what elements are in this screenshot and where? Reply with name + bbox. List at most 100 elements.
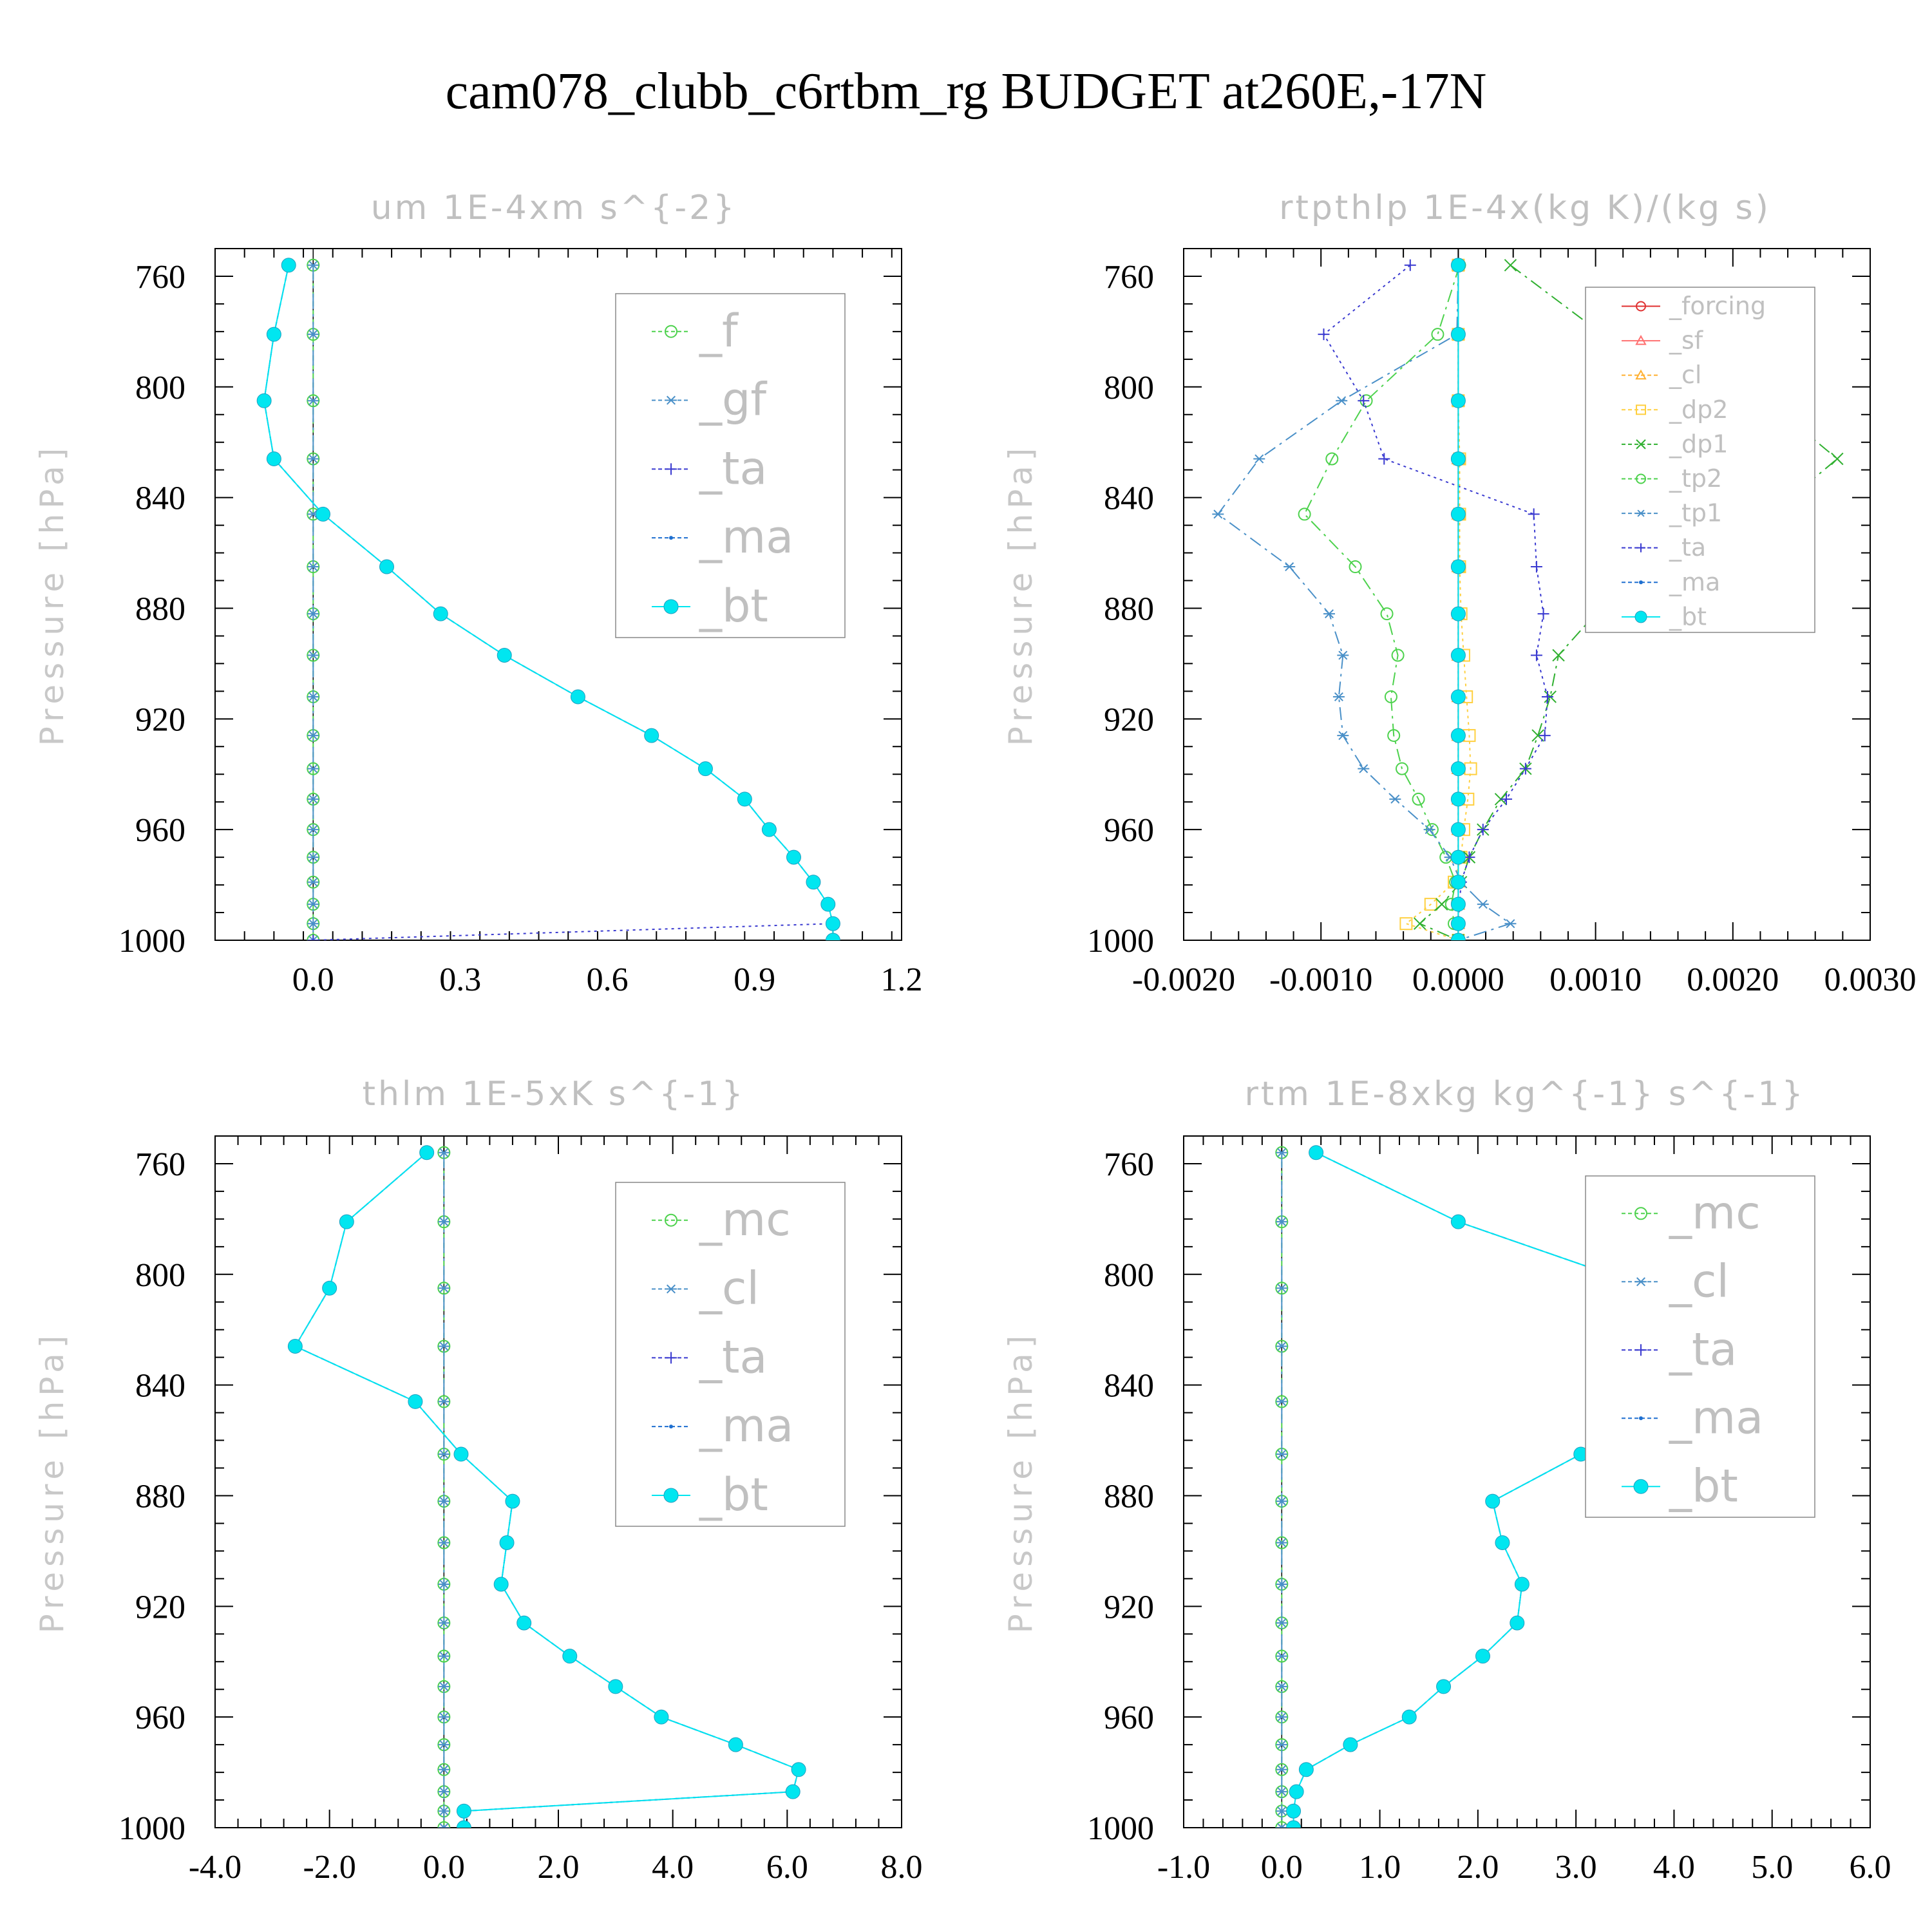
plot-frame [1183,1135,1871,1828]
data-point-bt [806,875,821,890]
data-point-bt [825,933,840,940]
x-tick-label: 0.0010 [1549,961,1642,998]
data-point-mc [437,1821,451,1828]
data-point-bt [785,1784,800,1799]
y-tick-label: 760 [135,1146,185,1183]
data-point-ta [1519,762,1531,775]
data-point-tp2 [1349,560,1362,574]
data-point-bt [1286,1820,1302,1828]
legend-label: _cl [699,1262,759,1315]
legend-label: _ma [699,511,793,564]
y-tick-label: 880 [135,591,185,627]
y-tick-label: 840 [1104,480,1154,517]
legend-label: _bt [699,580,768,632]
legend-label: _bt [1669,1459,1738,1512]
y-tick-label: 800 [1104,370,1154,406]
data-point-cl [438,1397,450,1406]
data-point-bt [1450,916,1466,931]
data-point-tp1 [1212,509,1224,519]
data-point-bt [1436,1679,1452,1694]
legend-label: _tp1 [1669,499,1722,527]
data-point-cl [438,1618,450,1628]
data-point-tp1 [1283,562,1296,572]
data-point-gf [307,330,319,339]
data-point-tp1 [1504,919,1517,929]
data-point-gf [307,900,319,909]
data-point-gf [307,919,319,929]
legend-marker [669,536,673,540]
x-tick-label: 0.0 [1261,1849,1303,1886]
data-point-cl [438,1823,450,1828]
legend-label: _bt [699,1468,768,1521]
legend-label: _cl [1669,1255,1729,1307]
data-point-cl [438,1148,450,1157]
series-group [287,1145,806,1828]
y-tick-label: 760 [135,259,185,296]
x-tick-label: 4.0 [652,1849,694,1886]
data-point-ta [1541,690,1553,703]
data-point-bt [1289,1784,1304,1799]
data-point-tp2 [1384,690,1397,703]
data-point-cl [1276,1806,1288,1816]
series-line-ta [1323,265,1549,940]
y-tick-label: 920 [135,701,185,738]
data-point-bt [1309,1145,1324,1160]
data-point-bt [697,761,713,777]
legend-marker [1636,473,1646,484]
legend-marker [665,1352,677,1364]
legend-marker [669,1425,673,1429]
legend-marker [1635,335,1647,345]
y-tick-label: 920 [135,1589,185,1625]
data-point-ta [1539,730,1551,742]
data-point-cl [1276,1579,1288,1589]
data-point-bt [266,327,281,342]
legend-label: _ta [699,1331,767,1383]
panel-title: rtm 1E-8xkg kg^{-1} s^{-1} [1244,1075,1805,1113]
x-tick-label: 6.0 [766,1849,808,1886]
data-point-cl [438,1497,450,1506]
data-point-cl [1276,1217,1288,1227]
data-point-bt [1495,1535,1510,1551]
data-point-ta [1358,395,1370,407]
data-point-gf [307,731,319,741]
legend-marker [1635,1344,1647,1356]
data-point-gf [307,764,319,773]
legend: _mc _cl _ta _ma _bt [615,1182,846,1527]
legend-label: _bt [1669,602,1707,630]
legend-label: _ta [1669,533,1706,562]
data-point-bt [654,1709,669,1725]
data-point-bt [786,849,801,865]
data-point-bt [1450,559,1466,574]
data-point-bt [1450,822,1466,837]
y-tick-label: 960 [135,1700,185,1736]
data-point-cl [1276,1341,1288,1351]
data-point-bt [1286,1803,1302,1819]
data-point-dp1 [1552,649,1565,662]
data-point-cl [1276,1538,1288,1548]
y-tick-label: 1000 [1087,1810,1154,1847]
data-point-ta [1378,453,1390,465]
data-point-tp1 [1477,900,1489,909]
y-tick-label: 920 [1104,1589,1154,1625]
legend-label: _cl [1669,361,1701,389]
legend-box [1585,287,1815,633]
x-tick-label: 2.0 [538,1849,580,1886]
y-axis-label: Pressure [hPa] [33,1331,71,1634]
legend-label: _ma [1669,1391,1763,1444]
data-point-cl [1276,1283,1288,1293]
data-point-gf [307,396,319,406]
data-point-gf [307,260,319,270]
data-point-bt [1514,1577,1530,1592]
x-tick-label: 4.0 [1653,1849,1695,1886]
data-point-cl [438,1651,450,1661]
legend-label: _ta [1669,1323,1737,1376]
data-point-bt [456,1803,471,1819]
y-tick-label: 840 [135,1368,185,1405]
legend-marker [1636,543,1645,553]
data-point-cl [438,1681,450,1691]
data-point-bt [419,1145,435,1160]
data-point-gf [307,935,319,940]
data-point-ta [307,934,319,940]
data-point-cl [438,1283,450,1293]
data-point-ta [1318,328,1330,341]
